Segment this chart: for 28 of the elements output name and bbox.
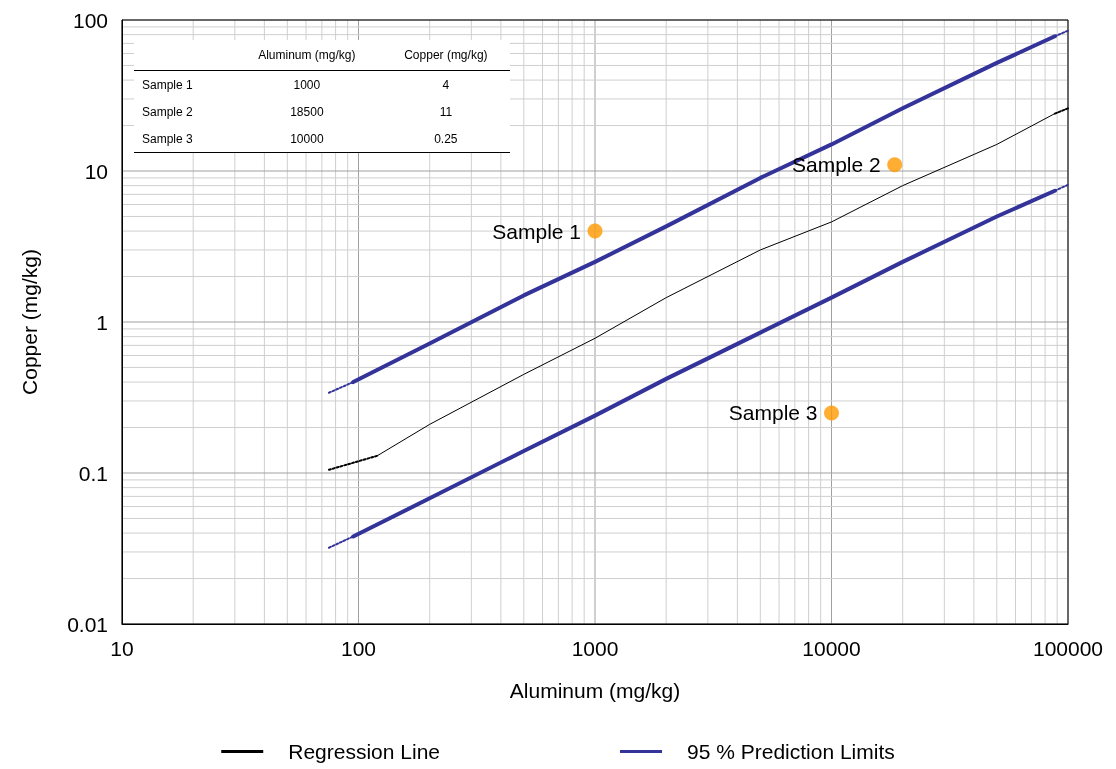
annotation: Sample 2 <box>791 153 881 177</box>
annotation: 18500 <box>289 103 325 121</box>
annotation: Sample 1 <box>141 76 194 94</box>
annotation: Sample 3 <box>134 125 232 153</box>
annotation: Aluminum (mg/kg) <box>232 40 382 71</box>
annotation: Sample 1 <box>492 219 581 243</box>
y-tick-label: 0.1 <box>78 461 108 485</box>
annotation: Sample 3 <box>728 401 818 425</box>
legend-label: 95 % Prediction Limits <box>687 740 895 763</box>
annotation: 0.25 <box>381 125 510 153</box>
y-axis-title: Copper (mg/kg) <box>18 249 41 395</box>
y-tick-label: 100 <box>72 8 108 32</box>
y-tick-label: 0.01 <box>67 612 108 636</box>
annotation: Copper (mg/kg) <box>381 40 510 71</box>
annotation: 10000 <box>232 125 382 153</box>
y-tick-label: 1 <box>96 310 108 334</box>
x-tick-label: 100000 <box>1032 637 1104 660</box>
x-tick-label: 10000 <box>802 637 861 660</box>
x-tick-label: 10 <box>110 637 134 660</box>
annotation: 1000 <box>292 76 322 94</box>
x-tick-label: 1000 <box>571 637 619 660</box>
annotation: Sample 2 <box>141 103 194 121</box>
annotation: 4 <box>441 76 451 94</box>
x-axis-title: Aluminum (mg/kg) <box>509 679 681 702</box>
annotation: 11 <box>438 103 454 121</box>
legend-label: Regression Line <box>288 740 441 763</box>
y-tick-label: 10 <box>84 159 108 183</box>
x-tick-label: 100 <box>340 637 377 660</box>
